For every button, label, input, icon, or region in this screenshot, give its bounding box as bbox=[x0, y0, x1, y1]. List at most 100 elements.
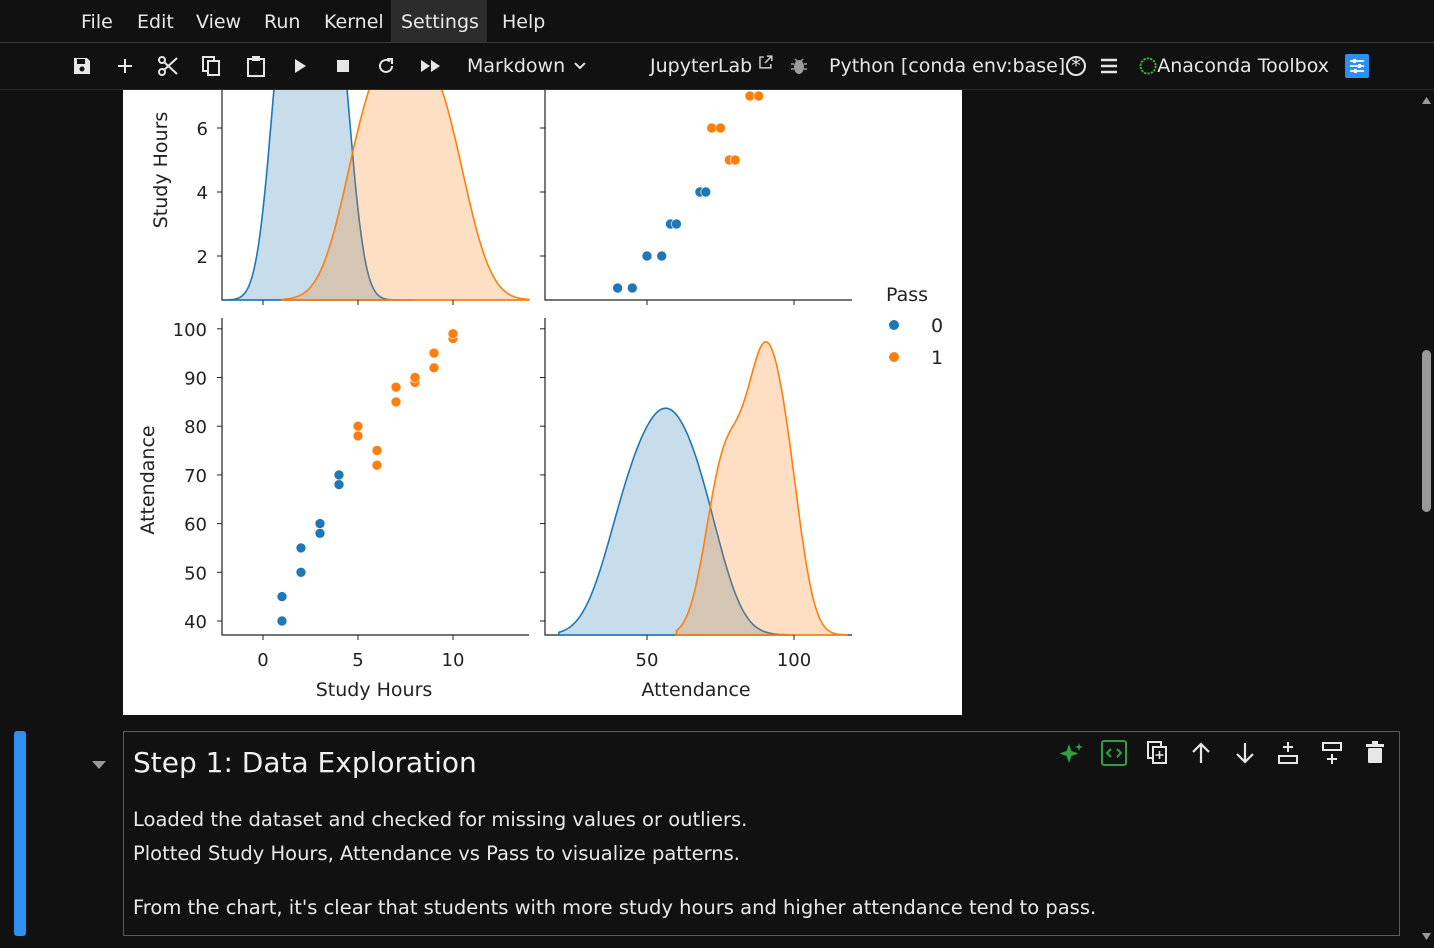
kde-attendance-1 bbox=[675, 340, 848, 636]
point-tr-1-1 bbox=[729, 154, 741, 166]
ai-assist-icon[interactable] bbox=[1057, 740, 1085, 772]
point-bl-1-4 bbox=[390, 396, 402, 408]
kernel-idle-icon bbox=[1064, 43, 1088, 89]
collapse-cell-icon[interactable] bbox=[90, 756, 108, 775]
point-bl-1-11 bbox=[447, 328, 459, 339]
restart-icon[interactable] bbox=[374, 43, 398, 89]
point-bl-1-1 bbox=[352, 420, 364, 432]
point-bl-0-4 bbox=[314, 527, 326, 539]
kernel-label: Python [conda env:base] * bbox=[829, 55, 1081, 77]
ylabel-attendance: Attendance bbox=[137, 425, 159, 534]
ytick-label-att-2: 60 bbox=[184, 515, 207, 536]
delete-cell-icon[interactable] bbox=[1365, 740, 1385, 770]
jupyterlab-label: JupyterLab bbox=[650, 55, 753, 77]
ytick-label-study-2: 6 bbox=[197, 119, 208, 140]
xtick-label-study-0: 0 bbox=[257, 650, 268, 671]
legend-label-1: 1 bbox=[931, 347, 943, 369]
cell-paragraph-3: From the chart, it's clear that students… bbox=[133, 896, 1097, 919]
menu-file[interactable]: File bbox=[81, 11, 113, 33]
ylabel-study-hours: Study Hours bbox=[150, 112, 172, 229]
point-tr-0-2 bbox=[641, 250, 653, 262]
open-jupyterlab-button[interactable]: JupyterLab bbox=[650, 43, 774, 89]
scroll-down-icon[interactable] bbox=[1421, 932, 1432, 941]
menu-icon[interactable] bbox=[1098, 43, 1120, 89]
run-all-icon[interactable] bbox=[418, 43, 444, 89]
ytick-label-study-1: 4 bbox=[197, 183, 208, 204]
ytick-label-att-0: 40 bbox=[184, 612, 207, 633]
point-tr-1-5 bbox=[753, 90, 765, 102]
menu-edit[interactable]: Edit bbox=[137, 11, 174, 33]
settings-icon[interactable] bbox=[1344, 43, 1370, 89]
ytick-label-att-6: 100 bbox=[173, 320, 207, 341]
vertical-scrollbar[interactable] bbox=[1418, 90, 1434, 948]
xlabel-attendance: Attendance bbox=[641, 679, 750, 701]
point-tr-0-1 bbox=[626, 282, 638, 294]
cell-type-dropdown[interactable]: Markdown bbox=[467, 43, 587, 89]
point-bl-0-7 bbox=[333, 469, 345, 481]
external-link-icon bbox=[759, 55, 773, 69]
scroll-up-icon[interactable] bbox=[1421, 96, 1432, 105]
cut-icon[interactable] bbox=[156, 43, 180, 89]
kde-study-hours-1 bbox=[281, 90, 530, 301]
ytick-label-att-1: 50 bbox=[184, 563, 207, 584]
point-bl-1-5 bbox=[390, 381, 402, 393]
xtick-label-att-0: 50 bbox=[636, 650, 659, 671]
stop-icon[interactable] bbox=[331, 43, 355, 89]
menu-run[interactable]: Run bbox=[264, 11, 301, 33]
anaconda-toolbox-button[interactable]: Anaconda Toolbox bbox=[1139, 43, 1329, 89]
add-cell-icon[interactable] bbox=[113, 43, 137, 89]
kde-attendance-0 bbox=[558, 407, 795, 636]
paste-icon[interactable] bbox=[244, 43, 268, 89]
anaconda-label: Anaconda Toolbox bbox=[1157, 55, 1329, 77]
code-toggle-icon[interactable] bbox=[1101, 740, 1127, 770]
axes-bottom-left bbox=[221, 318, 529, 636]
menu-settings[interactable]: Settings bbox=[391, 0, 487, 42]
point-tr-0-0 bbox=[612, 282, 623, 294]
menu-kernel[interactable]: Kernel bbox=[324, 11, 384, 33]
cell-heading: Step 1: Data Exploration bbox=[133, 746, 477, 779]
point-tr-1-3 bbox=[715, 122, 726, 134]
point-bl-0-0 bbox=[276, 615, 288, 627]
cell-paragraph-1: Loaded the dataset and checked for missi… bbox=[133, 808, 748, 831]
point-bl-0-2 bbox=[295, 566, 307, 578]
xtick-label-study-1: 5 bbox=[352, 650, 363, 671]
active-cell-indicator bbox=[14, 731, 26, 936]
kde-study-hours-0 bbox=[224, 90, 415, 301]
point-bl-1-0 bbox=[352, 430, 364, 442]
kernel-name[interactable]: Python [conda env:base] * bbox=[829, 43, 1081, 89]
point-bl-1-9 bbox=[428, 347, 440, 359]
run-icon[interactable] bbox=[288, 43, 312, 89]
ytick-label-att-4: 80 bbox=[184, 417, 207, 438]
cell-output: 2 4 6 40 50 60 70 80 90 100 0 5 10 50 100 Study Hours … bbox=[123, 90, 962, 715]
point-bl-1-3 bbox=[371, 445, 383, 456]
insert-below-icon[interactable] bbox=[1320, 740, 1344, 770]
duplicate-cell-icon[interactable] bbox=[1146, 740, 1168, 770]
ytick-label-att-3: 70 bbox=[184, 466, 207, 487]
debugger-icon[interactable] bbox=[788, 43, 810, 89]
chevron-down-icon bbox=[574, 62, 586, 70]
save-icon[interactable] bbox=[70, 43, 94, 89]
menu-bar: File Edit View Run Kernel Settings Help bbox=[0, 0, 1434, 43]
notebook-toolbar: Markdown JupyterLab Python [conda env:ba… bbox=[0, 43, 1434, 90]
legend-label-0: 0 bbox=[931, 315, 943, 337]
insert-above-icon[interactable] bbox=[1276, 740, 1300, 770]
markdown-cell[interactable]: Step 1: Data Exploration Loaded the data… bbox=[123, 731, 1400, 936]
scroll-thumb[interactable] bbox=[1422, 350, 1431, 512]
move-down-icon[interactable] bbox=[1233, 740, 1257, 770]
copy-icon[interactable] bbox=[199, 43, 223, 89]
xtick-label-att-1: 100 bbox=[777, 650, 811, 671]
menu-view[interactable]: View bbox=[196, 11, 242, 33]
xlabel-study-hours: Study Hours bbox=[316, 679, 433, 701]
axes-top-right bbox=[544, 90, 852, 301]
cell-type-label: Markdown bbox=[467, 55, 566, 77]
move-up-icon[interactable] bbox=[1189, 740, 1213, 770]
xtick-label-study-2: 10 bbox=[442, 650, 465, 671]
menu-help[interactable]: Help bbox=[502, 11, 546, 33]
point-bl-0-1 bbox=[276, 591, 288, 602]
point-bl-1-7 bbox=[409, 372, 421, 383]
point-tr-0-5 bbox=[671, 218, 682, 230]
legend-title: Pass bbox=[886, 284, 928, 306]
point-tr-0-7 bbox=[700, 186, 712, 198]
point-bl-0-5 bbox=[314, 518, 326, 529]
